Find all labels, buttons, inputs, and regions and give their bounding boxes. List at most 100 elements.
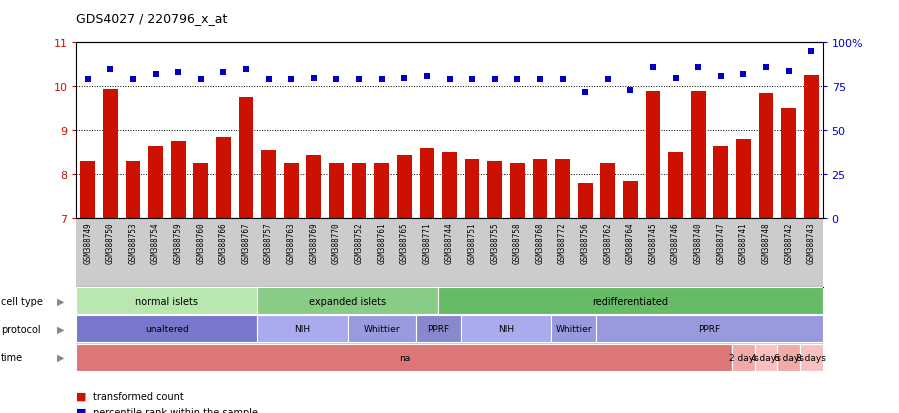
Text: GSM388748: GSM388748 bbox=[761, 222, 770, 264]
Point bbox=[148, 72, 163, 78]
Point bbox=[759, 65, 773, 71]
Point bbox=[375, 77, 389, 83]
Text: redifferentiated: redifferentiated bbox=[592, 296, 668, 306]
Bar bbox=[238, 98, 254, 219]
Point bbox=[556, 77, 570, 83]
Bar bbox=[257, 316, 348, 343]
Bar bbox=[755, 344, 778, 371]
Text: transformed count: transformed count bbox=[93, 391, 183, 401]
Point bbox=[81, 77, 95, 83]
Text: 8 days: 8 days bbox=[797, 353, 826, 362]
Bar bbox=[668, 153, 683, 219]
Text: PPRF: PPRF bbox=[699, 325, 721, 334]
Text: GSM388758: GSM388758 bbox=[512, 222, 521, 264]
Text: cell type: cell type bbox=[1, 296, 43, 306]
Text: protocol: protocol bbox=[1, 324, 40, 334]
Bar bbox=[461, 316, 551, 343]
Bar bbox=[596, 316, 823, 343]
Bar bbox=[257, 287, 438, 315]
Bar bbox=[329, 164, 343, 219]
Point bbox=[804, 49, 818, 55]
Text: GSM388750: GSM388750 bbox=[106, 222, 115, 264]
Point bbox=[623, 88, 637, 94]
Bar bbox=[736, 140, 751, 219]
Point bbox=[352, 77, 366, 83]
Bar bbox=[307, 155, 321, 219]
Point bbox=[487, 77, 502, 83]
Point bbox=[669, 75, 683, 82]
Point bbox=[171, 70, 185, 76]
Bar bbox=[732, 344, 755, 371]
Bar bbox=[645, 92, 661, 219]
Text: GSM388744: GSM388744 bbox=[445, 222, 454, 264]
Point bbox=[239, 66, 254, 73]
Text: GSM388760: GSM388760 bbox=[196, 222, 205, 264]
Text: ▶: ▶ bbox=[57, 324, 64, 334]
Text: GSM388755: GSM388755 bbox=[490, 222, 499, 264]
Text: unaltered: unaltered bbox=[145, 325, 189, 334]
Point bbox=[601, 77, 615, 83]
Bar bbox=[800, 344, 823, 371]
Bar bbox=[578, 184, 592, 219]
Bar bbox=[778, 344, 800, 371]
Point bbox=[736, 72, 751, 78]
Point bbox=[510, 77, 524, 83]
Point bbox=[465, 77, 479, 83]
Point bbox=[781, 68, 796, 75]
Bar bbox=[76, 344, 732, 371]
Text: 4 days: 4 days bbox=[752, 353, 781, 362]
Bar bbox=[76, 287, 257, 315]
Text: GSM388754: GSM388754 bbox=[151, 222, 160, 264]
Bar bbox=[690, 92, 706, 219]
Text: NIH: NIH bbox=[498, 325, 514, 334]
Text: GSM388743: GSM388743 bbox=[806, 222, 815, 264]
Bar bbox=[551, 316, 596, 343]
Text: GSM388757: GSM388757 bbox=[264, 222, 273, 264]
Bar bbox=[126, 162, 140, 219]
Text: GSM388746: GSM388746 bbox=[672, 222, 681, 264]
Bar bbox=[759, 94, 773, 219]
Bar bbox=[80, 162, 95, 219]
Point bbox=[329, 77, 343, 83]
Bar bbox=[148, 147, 163, 219]
Text: ▶: ▶ bbox=[57, 352, 64, 362]
Text: GSM388766: GSM388766 bbox=[218, 222, 227, 264]
Bar bbox=[487, 162, 502, 219]
Point bbox=[714, 74, 728, 80]
Text: normal islets: normal islets bbox=[136, 296, 199, 306]
Bar bbox=[623, 182, 637, 219]
Text: ■: ■ bbox=[76, 391, 87, 401]
Text: GDS4027 / 220796_x_at: GDS4027 / 220796_x_at bbox=[76, 12, 227, 25]
Point bbox=[126, 77, 140, 83]
Point bbox=[645, 65, 660, 71]
Text: ■: ■ bbox=[76, 407, 87, 413]
Text: 2 days: 2 days bbox=[728, 353, 759, 362]
Text: 6 days: 6 days bbox=[774, 353, 804, 362]
Text: GSM388764: GSM388764 bbox=[626, 222, 635, 264]
Text: GSM388768: GSM388768 bbox=[536, 222, 545, 264]
Text: GSM388759: GSM388759 bbox=[174, 222, 182, 264]
Text: ▶: ▶ bbox=[57, 296, 64, 306]
Text: GSM388763: GSM388763 bbox=[287, 222, 296, 264]
Point bbox=[216, 70, 230, 76]
Bar bbox=[171, 142, 185, 219]
Text: GSM388752: GSM388752 bbox=[354, 222, 363, 264]
Bar bbox=[714, 147, 728, 219]
Bar bbox=[532, 160, 547, 219]
Point bbox=[578, 89, 592, 96]
Text: percentile rank within the sample: percentile rank within the sample bbox=[93, 407, 258, 413]
Text: na: na bbox=[398, 353, 410, 362]
Point bbox=[103, 66, 118, 73]
Bar bbox=[352, 164, 367, 219]
Bar bbox=[556, 160, 570, 219]
Bar bbox=[510, 164, 525, 219]
Point bbox=[307, 75, 321, 82]
Bar bbox=[193, 164, 209, 219]
Text: GSM388772: GSM388772 bbox=[558, 222, 567, 264]
Text: GSM388747: GSM388747 bbox=[717, 222, 725, 264]
Point bbox=[397, 75, 412, 82]
Bar bbox=[804, 76, 819, 219]
Point bbox=[691, 65, 706, 71]
Point bbox=[193, 77, 208, 83]
Bar bbox=[415, 316, 461, 343]
